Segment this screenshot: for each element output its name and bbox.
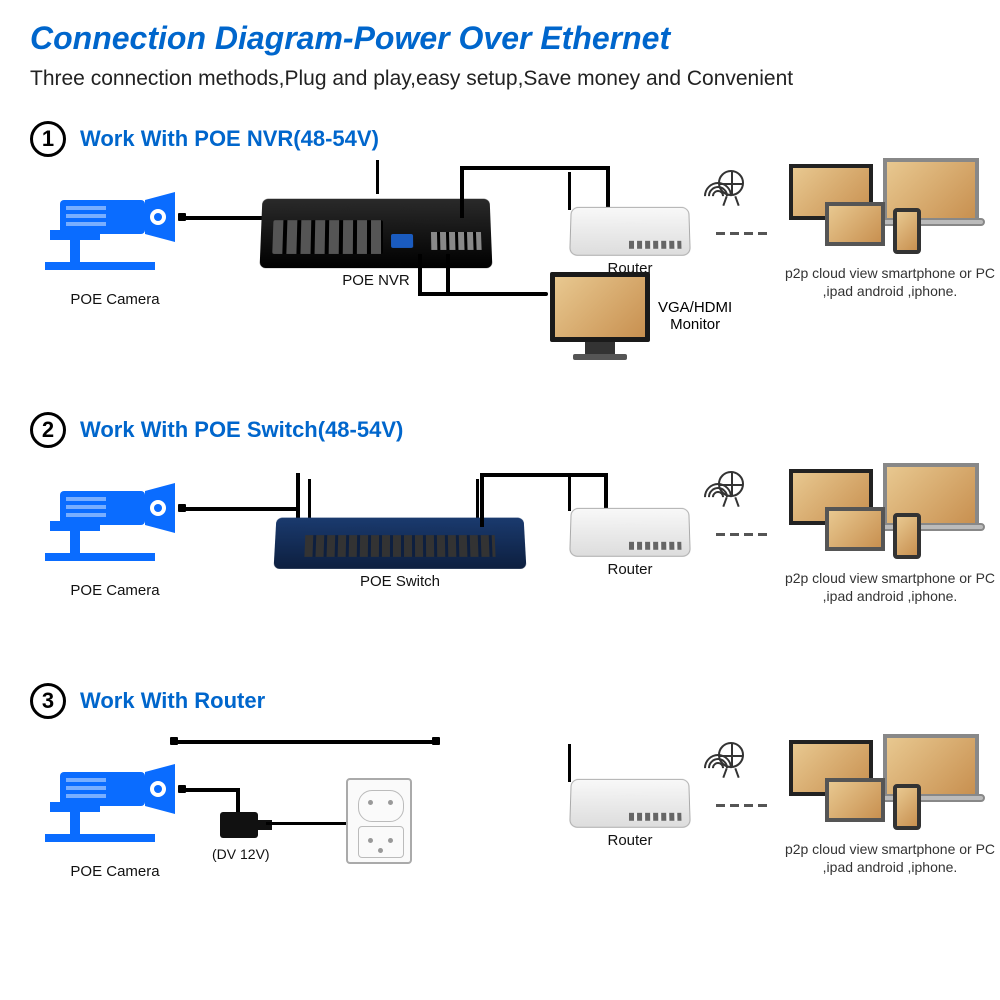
cable <box>460 166 464 218</box>
router-body <box>569 207 691 256</box>
devices-cluster: p2p cloud view smartphone or PC ,ipad an… <box>780 734 1000 876</box>
cable-connector <box>432 737 440 745</box>
cable-connector <box>178 213 186 221</box>
section-number-3: 3 <box>30 683 66 719</box>
nvr-antenna <box>376 160 379 194</box>
section-number-2: 2 <box>30 412 66 448</box>
router: Router <box>550 206 710 277</box>
section-2: 2 Work With POE Switch(48-54V) POE Camer… <box>30 412 970 633</box>
camera-icon <box>40 182 190 282</box>
wireless-link <box>716 533 767 536</box>
monitor-label: VGA/HDMI Monitor <box>658 299 732 333</box>
cable <box>175 740 435 744</box>
device-tablet <box>825 202 885 246</box>
laptop-base <box>875 794 985 802</box>
power-adapter <box>220 812 258 838</box>
cable-connector <box>170 737 178 745</box>
poe-camera: POE Camera <box>30 182 200 308</box>
switch-label: POE Switch <box>260 573 540 590</box>
cable <box>180 507 300 511</box>
switch-antenna <box>308 479 311 519</box>
router-antenna <box>568 473 571 511</box>
devices-text: p2p cloud view smartphone or PC ,ipad an… <box>780 840 1000 876</box>
router-body <box>569 779 691 828</box>
laptop-base <box>875 523 985 531</box>
router: Router <box>550 507 710 578</box>
cable <box>480 473 484 527</box>
devices-cluster: p2p cloud view smartphone or PC ,ipad an… <box>780 463 1000 605</box>
device-tablet <box>825 778 885 822</box>
router-antenna <box>568 172 571 210</box>
camera-icon <box>40 473 190 573</box>
cable-connector <box>178 785 186 793</box>
cable <box>446 254 450 296</box>
section-number-1: 1 <box>30 121 66 157</box>
devices-cluster: p2p cloud view smartphone or PC ,ipad an… <box>780 158 1000 300</box>
device-phone <box>893 513 921 559</box>
globe-stand <box>722 497 740 505</box>
wireless-link <box>716 804 767 807</box>
nvr-label: POE NVR <box>246 272 506 289</box>
globe-icon <box>718 170 744 196</box>
camera-label: POE Camera <box>30 291 200 308</box>
section-3: 3 Work With Router POE Camera <box>30 683 970 904</box>
router: Router <box>550 778 710 849</box>
section-title-1: Work With POE NVR(48-54V) <box>80 126 379 152</box>
device-tablet <box>825 507 885 551</box>
device-phone <box>893 208 921 254</box>
vga-port <box>391 234 413 248</box>
section-title-2: Work With POE Switch(48-54V) <box>80 417 403 443</box>
monitor-screen <box>550 272 650 342</box>
cable <box>266 822 346 825</box>
camera-icon <box>40 754 190 854</box>
poe-switch: POE Switch <box>260 517 540 590</box>
switch-body <box>274 518 527 569</box>
cable <box>418 292 548 296</box>
globe-icon <box>718 742 744 768</box>
monitor-base <box>573 354 627 360</box>
nvr-body <box>260 199 493 268</box>
devices-text: p2p cloud view smartphone or PC ,ipad an… <box>780 264 1000 300</box>
router-antenna <box>568 744 571 782</box>
section-title-3: Work With Router <box>80 688 265 714</box>
globe-stand <box>722 196 740 204</box>
poe-nvr: POE NVR <box>246 188 506 289</box>
cable <box>480 473 608 477</box>
poe-camera: POE Camera <box>30 473 200 599</box>
cable <box>180 788 240 792</box>
cable <box>418 254 422 296</box>
camera-label: POE Camera <box>30 582 200 599</box>
cable-connector <box>178 504 186 512</box>
switch-antenna <box>476 479 479 519</box>
adapter-label: (DV 12V) <box>212 846 270 862</box>
subtitle: Three connection methods,Plug and play,e… <box>30 67 970 91</box>
devices-text: p2p cloud view smartphone or PC ,ipad an… <box>780 569 1000 605</box>
cable <box>460 166 610 170</box>
device-phone <box>893 784 921 830</box>
wireless-link <box>716 232 767 235</box>
laptop-base <box>875 218 985 226</box>
router-label: Router <box>550 832 710 849</box>
globe-stand <box>722 768 740 776</box>
router-body <box>569 508 691 557</box>
globe-icon <box>718 471 744 497</box>
router-label: Router <box>550 561 710 578</box>
wall-outlet <box>346 778 412 864</box>
monitor-stand <box>585 342 615 354</box>
main-title: Connection Diagram-Power Over Ethernet <box>30 20 970 57</box>
camera-label: POE Camera <box>30 863 200 880</box>
section-1: 1 Work With POE NVR(48-54V) POE Camera <box>30 121 970 372</box>
monitor: VGA/HDMI Monitor <box>550 272 730 360</box>
poe-camera: POE Camera <box>30 754 200 880</box>
